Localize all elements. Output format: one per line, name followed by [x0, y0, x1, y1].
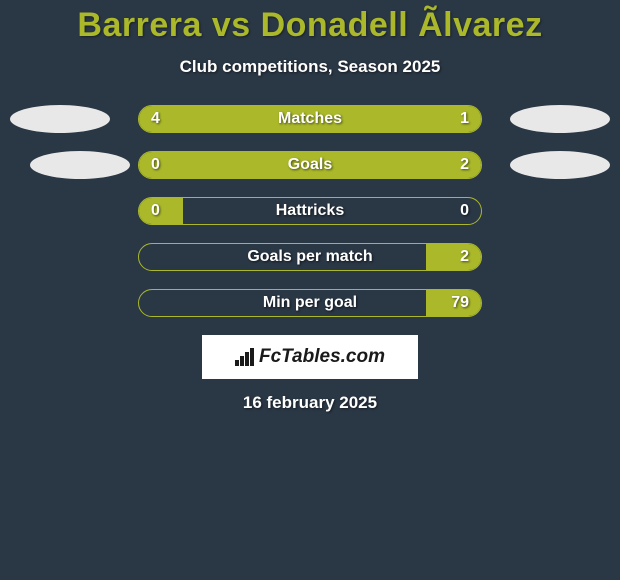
stat-row: Min per goal79	[0, 289, 620, 317]
stat-bar: Goals per match2	[138, 243, 482, 271]
bar-fill-right	[426, 290, 481, 316]
bar-fill-left	[139, 152, 183, 178]
bar-fill-left	[139, 106, 413, 132]
date-text: 16 february 2025	[0, 393, 620, 413]
bar-fill-left	[139, 198, 183, 224]
stat-label: Hattricks	[139, 202, 481, 220]
spacer	[10, 289, 110, 317]
bar-chart-icon	[235, 348, 255, 366]
stat-bar: Matches41	[138, 105, 482, 133]
logo-text: FcTables.com	[259, 346, 385, 368]
stat-bar: Hattricks00	[138, 197, 482, 225]
stat-bar: Goals02	[138, 151, 482, 179]
player-right-ellipse	[510, 105, 610, 133]
spacer	[10, 197, 110, 225]
spacer	[510, 289, 610, 317]
player-right-ellipse	[510, 151, 610, 179]
bar-fill-right	[413, 106, 481, 132]
player-left-ellipse	[10, 105, 110, 133]
stat-row: Goals per match2	[0, 243, 620, 271]
spacer	[510, 243, 610, 271]
logo: FcTables.com	[235, 346, 385, 368]
page-title: Barrera vs Donadell Ãlvarez	[0, 6, 620, 45]
spacer	[10, 243, 110, 271]
stat-row: Goals02	[0, 151, 620, 179]
stat-row: Hattricks00	[0, 197, 620, 225]
logo-box: FcTables.com	[202, 335, 418, 379]
page-subtitle: Club competitions, Season 2025	[0, 57, 620, 77]
bar-fill-right	[426, 244, 481, 270]
spacer	[510, 197, 610, 225]
comparison-infographic: Barrera vs Donadell Ãlvarez Club competi…	[0, 0, 620, 413]
bar-fill-right	[183, 152, 481, 178]
stat-value-right: 0	[460, 202, 469, 220]
stat-rows-container: Matches41 Goals02 Hattricks00 Goals per mat…	[0, 105, 620, 317]
player-left-ellipse	[30, 151, 130, 179]
stat-row: Matches41	[0, 105, 620, 133]
stat-bar: Min per goal79	[138, 289, 482, 317]
